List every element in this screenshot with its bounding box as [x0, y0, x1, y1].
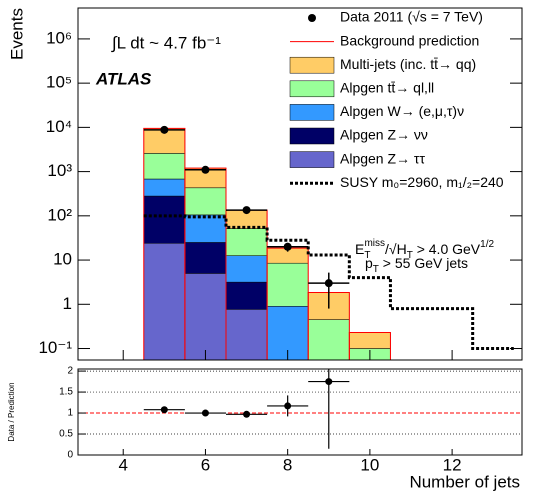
x-tick-label: 10	[360, 455, 379, 474]
ratio-point	[201, 409, 209, 417]
x-tick-label: 6	[201, 455, 210, 474]
bar	[266, 262, 309, 307]
legend-label: Alpgen W→ (e,μ,τ)ν	[340, 103, 464, 119]
cut-part: T	[373, 264, 379, 275]
legend-label: Alpgen Z→ ττ	[340, 150, 425, 166]
legend-marker	[289, 127, 335, 145]
bar	[184, 242, 227, 274]
legend-label: Background prediction	[340, 32, 479, 48]
x-tick-label: 8	[283, 455, 292, 474]
cut-part: T	[364, 250, 370, 261]
y-tick-label: 2	[67, 366, 73, 377]
legend-label: Data 2011 (√s = 7 TeV)	[340, 9, 483, 25]
ratio-point	[284, 402, 292, 410]
legend-label: Multi-jets (inc. tt̄→ qq)	[340, 56, 476, 72]
cut-part: E	[355, 241, 364, 257]
experiment-label: ATLAS	[95, 69, 152, 88]
bar	[184, 214, 227, 243]
y-tick-label: 0	[67, 450, 73, 461]
legend-label: SUSY m₀=2960, m₁/₂=240	[340, 174, 504, 190]
legend-label: Alpgen tt̄→ ql,ll	[340, 80, 434, 96]
y-tick-label: 10	[53, 250, 72, 269]
legend-marker	[289, 104, 335, 121]
data-point	[283, 242, 292, 251]
bar	[225, 228, 268, 256]
bar	[184, 187, 227, 216]
cut-part: > 4.0 GeV	[413, 241, 481, 257]
lumi-label: ∫L dt ~ 4.7 fb⁻¹	[111, 33, 221, 52]
y-tick-label: 1	[63, 294, 72, 313]
bar	[184, 273, 227, 360]
cut-part: miss	[364, 238, 385, 249]
x-tick-label: 4	[118, 455, 127, 474]
y-tick-label: 10⁶	[46, 28, 72, 47]
y-tick-label: 10³	[47, 161, 72, 180]
cut-part: /√H	[385, 241, 407, 257]
bar	[225, 281, 268, 310]
plot-area	[143, 125, 514, 360]
bar	[349, 332, 391, 349]
cut-label: pT > 55 GeV jets	[365, 255, 468, 275]
bar	[225, 255, 268, 283]
bar	[225, 309, 268, 360]
cut-part: p	[365, 255, 373, 271]
legend-marker	[289, 151, 335, 168]
legend-marker	[308, 14, 316, 22]
ratio-point	[325, 378, 333, 386]
data-point	[201, 165, 210, 174]
x-axis-label: Number of jets	[409, 472, 520, 491]
y-tick-label: 10⁵	[46, 73, 72, 92]
legend-marker	[289, 56, 335, 74]
data-point	[324, 279, 333, 288]
ratio-point	[160, 406, 168, 414]
bar	[143, 178, 186, 197]
y-tick-label: 10⁻¹	[38, 338, 72, 357]
cut-part: > 55 GeV jets	[379, 255, 468, 271]
y-tick-label: 1.5	[59, 387, 73, 398]
ratio-frame	[77, 368, 523, 456]
ratio-area	[78, 369, 522, 449]
data-point	[160, 125, 169, 134]
x-tick-label: 12	[443, 455, 462, 474]
legend-marker	[289, 80, 335, 98]
y-tick-label: 0.5	[59, 429, 73, 440]
legend-label: Alpgen Z→ νν	[340, 127, 428, 143]
y-axis-label: Events	[7, 8, 26, 60]
axes-frame	[77, 7, 523, 361]
bar	[143, 195, 186, 244]
cut-part: 1/2	[480, 239, 494, 250]
background-outline	[348, 332, 391, 360]
cut-label: ETmiss/√HT > 4.0 GeV1/2	[355, 238, 494, 261]
bar	[307, 319, 350, 360]
cut-part: T	[407, 250, 413, 261]
y-tick-label: 10²	[47, 205, 72, 224]
ratio-y-label: Data / Prediction	[7, 382, 16, 441]
bar	[143, 242, 186, 360]
bar	[143, 153, 186, 180]
y-tick-label: 10⁴	[46, 117, 72, 136]
y-tick-label: 1	[67, 408, 73, 419]
ratio-point	[243, 410, 251, 418]
data-point	[242, 206, 251, 215]
